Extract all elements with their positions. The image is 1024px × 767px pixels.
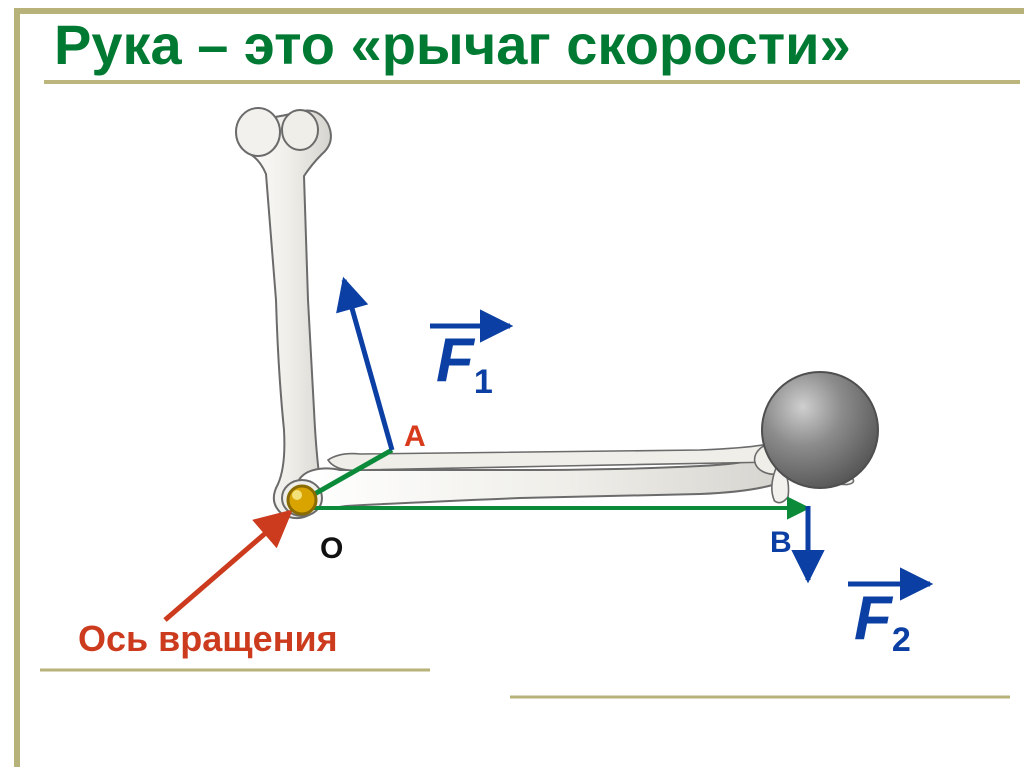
label-F1-F: F bbox=[436, 326, 474, 395]
axis-caption: Ось вращения bbox=[78, 618, 338, 660]
force-F1-vector bbox=[344, 280, 392, 450]
label-B: B bbox=[770, 526, 792, 560]
ball bbox=[762, 372, 878, 488]
forearm-bone bbox=[282, 443, 788, 516]
pivot-dot bbox=[288, 486, 316, 514]
axis-pointer-arrow bbox=[165, 512, 290, 620]
label-F1-sub: 1 bbox=[474, 363, 493, 401]
label-A: A bbox=[404, 420, 426, 454]
slide: Рука – это «рычаг скорости» bbox=[0, 0, 1024, 767]
label-F1: F1 bbox=[436, 330, 493, 392]
label-F2: F2 bbox=[854, 588, 911, 650]
humerus-bone bbox=[236, 108, 331, 518]
label-F2-sub: 2 bbox=[892, 621, 911, 659]
label-F2-F: F bbox=[854, 584, 892, 653]
label-O: O bbox=[320, 532, 343, 566]
